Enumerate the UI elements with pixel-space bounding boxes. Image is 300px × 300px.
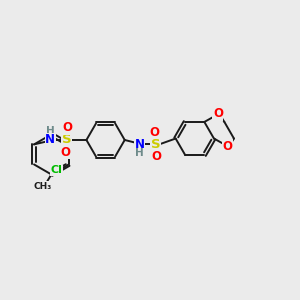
Text: N: N <box>45 134 55 146</box>
Text: H: H <box>46 126 55 136</box>
Text: O: O <box>152 150 161 163</box>
Text: H: H <box>135 148 144 158</box>
Text: CH₃: CH₃ <box>33 182 52 191</box>
Text: S: S <box>151 138 160 151</box>
Text: O: O <box>150 125 160 139</box>
Text: O: O <box>61 146 70 159</box>
Text: N: N <box>134 138 144 151</box>
Text: O: O <box>213 107 223 121</box>
Text: O: O <box>223 140 232 153</box>
Text: Cl: Cl <box>51 165 63 175</box>
Text: O: O <box>62 121 72 134</box>
Text: S: S <box>61 134 71 146</box>
